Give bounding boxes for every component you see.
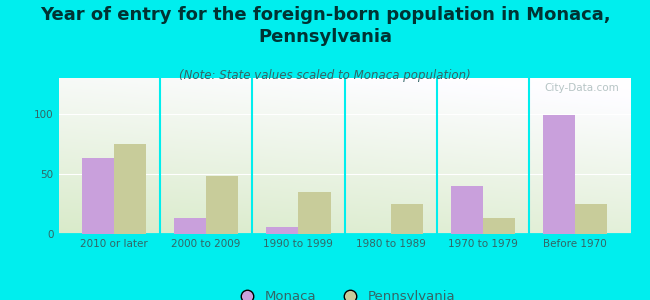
Bar: [266, 227, 298, 234]
Bar: [543, 115, 575, 234]
Bar: [206, 176, 239, 234]
Bar: [298, 192, 331, 234]
Text: City-Data.com: City-Data.com: [544, 83, 619, 93]
Bar: [174, 218, 206, 234]
Bar: [450, 186, 483, 234]
Bar: [114, 144, 146, 234]
Bar: [483, 218, 515, 234]
Text: (Note: State values scaled to Monaca population): (Note: State values scaled to Monaca pop…: [179, 69, 471, 82]
Text: Year of entry for the foreign-born population in Monaca,
Pennsylvania: Year of entry for the foreign-born popul…: [40, 6, 610, 46]
Bar: [575, 204, 608, 234]
Bar: [391, 204, 423, 234]
Bar: [81, 158, 114, 234]
Legend: Monaca, Pennsylvania: Monaca, Pennsylvania: [228, 285, 461, 300]
